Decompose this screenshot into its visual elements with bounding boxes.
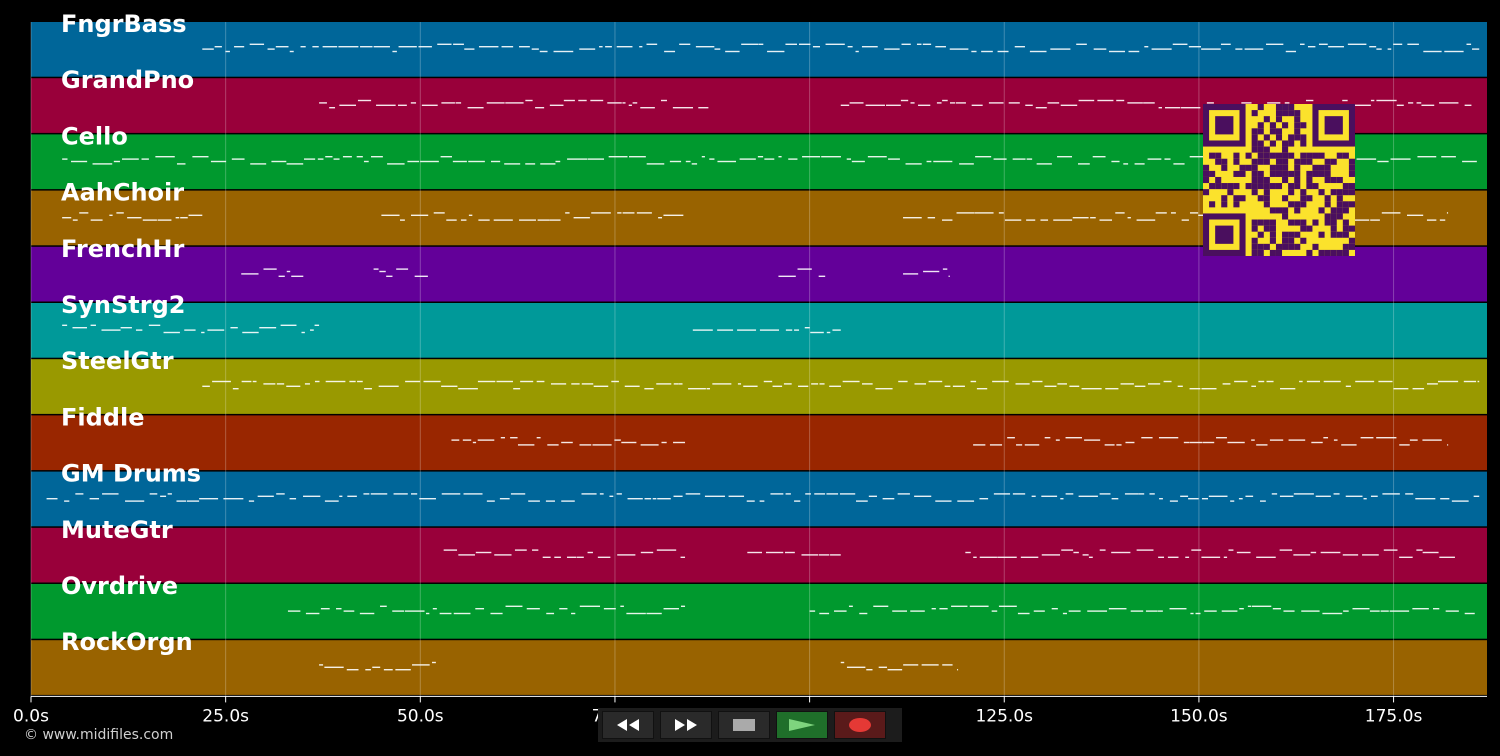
- qr-code-image: [1203, 104, 1355, 256]
- transport-controls: [598, 708, 902, 742]
- track-label: RockOrgn: [61, 628, 193, 656]
- track-notes: [287, 605, 1475, 615]
- fast-forward-icon: [675, 719, 697, 731]
- track-label: SynStrg2: [61, 291, 186, 319]
- rewind-button[interactable]: [602, 711, 654, 739]
- track-band: [31, 22, 1487, 77]
- play-button[interactable]: [776, 711, 828, 739]
- track-label: SteelGtr: [61, 347, 174, 375]
- track-band: [31, 640, 1487, 695]
- track-label: AahChoir: [61, 179, 184, 207]
- track-label: Cello: [61, 122, 128, 150]
- track-notes: [241, 268, 950, 278]
- track-band: [31, 584, 1487, 639]
- track-notes: [202, 380, 1480, 390]
- track-notes: [62, 324, 841, 334]
- track-label: GM Drums: [61, 460, 201, 488]
- track-notes: [443, 549, 1455, 559]
- tick-label: 50.0s: [397, 706, 444, 726]
- track-label: MuteGtr: [61, 516, 173, 544]
- track-band: [31, 359, 1487, 414]
- fast-forward-button[interactable]: [660, 711, 712, 739]
- copyright-text: © www.midifiles.com: [24, 727, 174, 743]
- track-label: FngrBass: [61, 10, 187, 38]
- track-label: GrandPno: [61, 66, 194, 94]
- track-notes: [46, 493, 1480, 502]
- tick-label: 150.0s: [1170, 706, 1228, 726]
- track-label: Fiddle: [61, 403, 144, 431]
- track-notes: [451, 437, 1449, 446]
- track-label: Ovrdrive: [61, 572, 178, 600]
- tick-label: 25.0s: [202, 706, 249, 726]
- track-band: [31, 527, 1487, 583]
- track-notes: [202, 43, 1480, 53]
- record-button[interactable]: [834, 711, 886, 739]
- track-notes: [319, 661, 959, 671]
- tick-label: 125.0s: [975, 706, 1033, 726]
- track-notes: [62, 156, 1477, 165]
- track-band: [31, 471, 1487, 527]
- play-icon: [789, 719, 815, 731]
- track-band: [31, 303, 1487, 358]
- rewind-icon: [617, 719, 639, 731]
- tick-label: 175.0s: [1365, 706, 1423, 726]
- stop-button[interactable]: [718, 711, 770, 739]
- track-band: [31, 415, 1487, 471]
- track-label: FrenchHr: [61, 235, 184, 263]
- record-icon: [849, 718, 871, 732]
- tick-label: 0.0s: [13, 706, 49, 726]
- stop-icon: [733, 719, 755, 731]
